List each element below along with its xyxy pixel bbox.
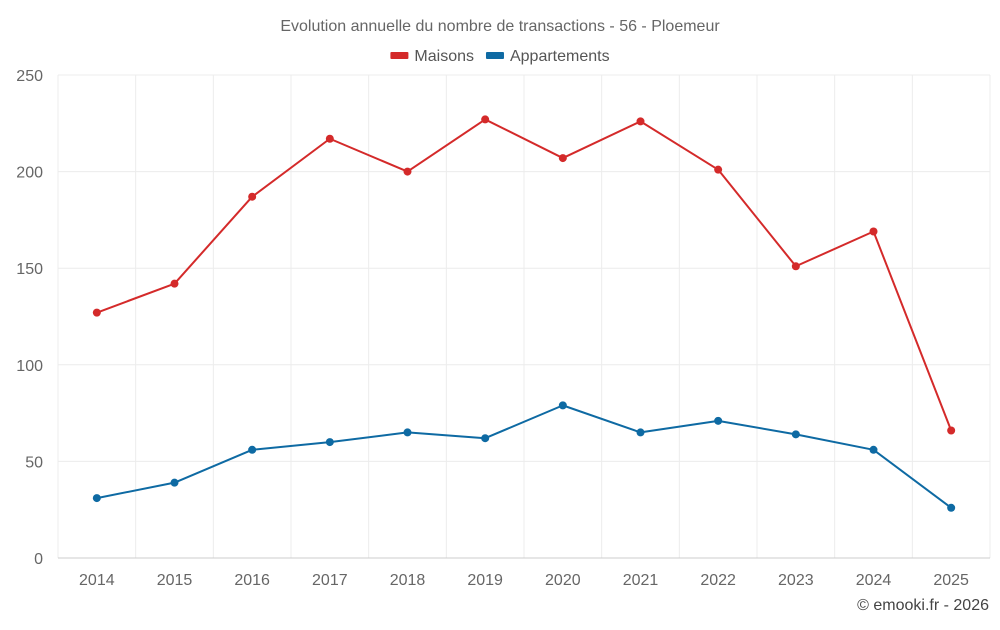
data-point-maisons[interactable] — [636, 117, 645, 126]
horizontal-gridlines — [58, 74, 990, 559]
legend-item-maisons[interactable]: Maisons — [390, 48, 474, 65]
data-point-appartements[interactable] — [170, 478, 179, 487]
data-point-appartements[interactable] — [791, 430, 800, 439]
data-point-maisons[interactable] — [869, 227, 878, 236]
legend-label: Maisons — [414, 48, 474, 65]
data-point-appartements[interactable] — [714, 416, 723, 425]
data-point-appartements[interactable] — [92, 494, 101, 503]
data-point-maisons[interactable] — [558, 154, 567, 163]
x-tick-label: 2014 — [79, 572, 115, 589]
data-point-appartements[interactable] — [403, 428, 412, 437]
x-tick-label: 2025 — [933, 572, 969, 589]
series-line-maisons — [96, 118, 953, 431]
data-point-maisons[interactable] — [481, 115, 490, 124]
x-axis-ticks: 2014 2015 2016 2017 2018 2019 2020 2021 2022 2023… — [79, 572, 969, 589]
data-point-appartements[interactable] — [325, 438, 334, 447]
x-tick-label: 2020 — [545, 572, 581, 589]
vertical-gridlines — [57, 75, 991, 558]
data-point-appartements[interactable] — [636, 428, 645, 437]
x-tick-label: 2017 — [312, 572, 348, 589]
data-point-maisons[interactable] — [170, 279, 179, 288]
legend[interactable]: Maisons Appartements — [390, 48, 610, 65]
data-point-maisons[interactable] — [92, 308, 101, 317]
data-point-appartements[interactable] — [248, 445, 257, 454]
series-appartements — [92, 401, 956, 512]
data-point-appartements[interactable] — [558, 401, 567, 410]
x-tick-label: 2018 — [390, 572, 426, 589]
y-tick-label: 250 — [16, 68, 43, 85]
x-tick-label: 2024 — [856, 572, 892, 589]
series-line-appartements — [96, 404, 952, 509]
data-point-maisons[interactable] — [791, 262, 800, 271]
data-point-appartements[interactable] — [481, 434, 490, 443]
data-point-maisons[interactable] — [947, 426, 956, 435]
x-tick-label: 2019 — [467, 572, 503, 589]
credit-text: © emooki.fr - 2026 — [857, 597, 989, 614]
y-tick-label: 100 — [16, 358, 43, 375]
x-tick-label: 2016 — [234, 572, 270, 589]
series-maisons — [92, 115, 956, 435]
x-tick-label: 2015 — [157, 572, 193, 589]
x-tick-label: 2023 — [778, 572, 814, 589]
y-tick-label: 50 — [25, 454, 43, 471]
data-point-maisons[interactable] — [248, 192, 257, 201]
x-tick-label: 2021 — [623, 572, 659, 589]
legend-label: Appartements — [510, 48, 610, 65]
y-tick-label: 150 — [16, 261, 43, 278]
y-tick-label: 200 — [16, 165, 43, 182]
data-point-maisons[interactable] — [403, 167, 412, 176]
data-point-appartements[interactable] — [869, 445, 878, 454]
legend-swatch — [390, 52, 409, 59]
data-point-maisons[interactable] — [325, 134, 334, 143]
y-axis-ticks: 0 50 100 150 200 250 — [16, 68, 43, 568]
chart-title: Evolution annuelle du nombre de transact… — [280, 18, 720, 35]
data-point-appartements[interactable] — [947, 503, 956, 512]
series-group — [92, 115, 956, 512]
legend-item-appartements[interactable]: Appartements — [485, 48, 610, 65]
x-tick-label: 2022 — [700, 572, 736, 589]
legend-swatch — [485, 52, 504, 59]
data-point-maisons[interactable] — [714, 165, 723, 174]
y-tick-label: 0 — [34, 551, 43, 568]
